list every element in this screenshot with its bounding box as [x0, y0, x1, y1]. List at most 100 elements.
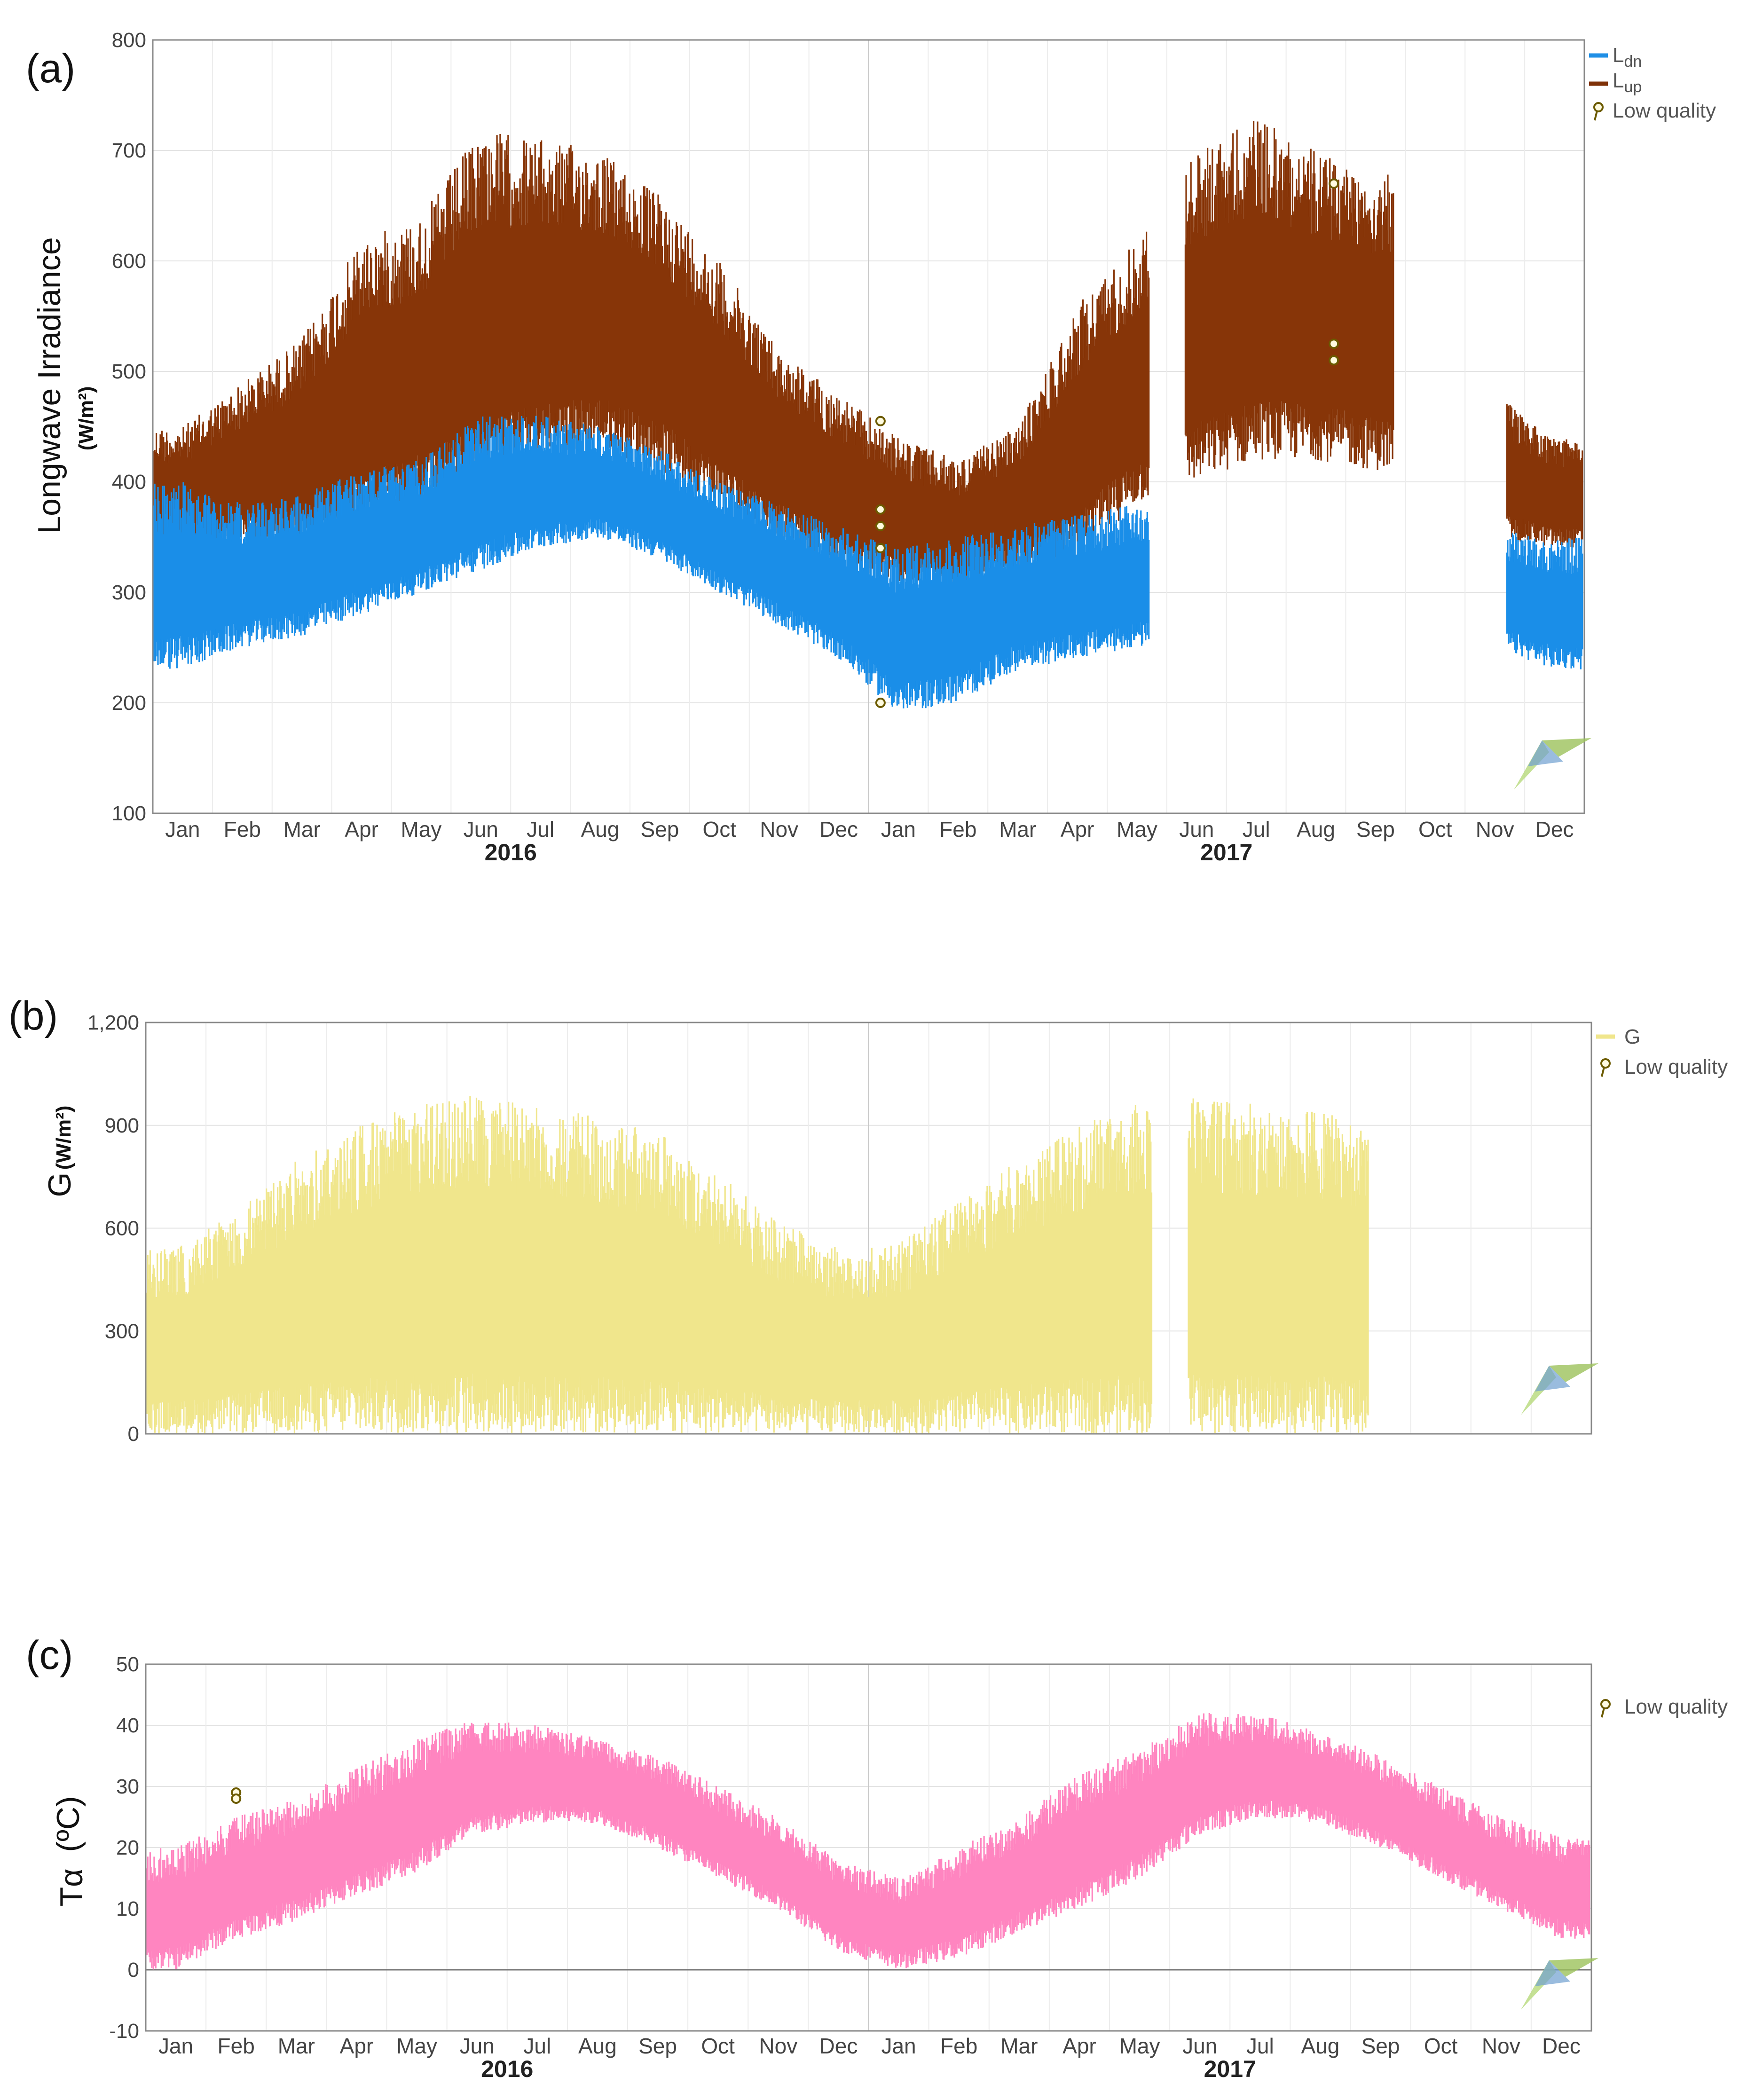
y-tick-label: 20	[116, 1836, 139, 1859]
y-tick-label: 700	[112, 139, 146, 162]
x-month-label: Dec	[819, 2034, 858, 2058]
x-month-label: Dec	[1535, 817, 1574, 842]
series-g	[146, 1096, 1369, 1434]
panel-a-xticks: Jan Feb Mar Apr May Jun Jul Aug Sep Oct Nov Dec Jan F…	[165, 817, 1574, 865]
x-month-label: Mar	[999, 817, 1036, 842]
x-month-label: Oct	[701, 2034, 735, 2058]
x-month-label: Oct	[1424, 2034, 1458, 2058]
panel-c-yticks: -10 0 10 20 30 40 50	[109, 1653, 139, 2043]
low-quality-marker	[1329, 355, 1339, 366]
low-quality-dot	[875, 416, 886, 426]
x-month-label: Sep	[1362, 2034, 1400, 2058]
x-month-label: Nov	[1482, 2034, 1520, 2058]
y-tick-label: 900	[105, 1114, 139, 1137]
low-quality-marker	[875, 504, 886, 515]
legend-ldn-label: Ldn	[1613, 44, 1642, 71]
panel-c-legend: Low quality	[1600, 1695, 1728, 1718]
x-month-label: Sep	[638, 2034, 677, 2058]
x-year-label: 2016	[485, 839, 537, 865]
panel-c: (c) -10 0 10 20 30 40 50 Jan Feb Mar Apr May Jun Jul…	[26, 1633, 1728, 2082]
low-quality-marker	[1329, 178, 1339, 189]
low-quality-dot	[1329, 178, 1339, 189]
y-tick-label: 400	[112, 471, 146, 494]
y-tick-label: -10	[109, 2020, 139, 2043]
x-month-label: Oct	[1418, 817, 1452, 842]
y-tick-label: 1,200	[87, 1011, 139, 1034]
x-month-label: Jul	[527, 817, 554, 842]
y-tick-label: 30	[116, 1775, 139, 1798]
low-quality-marker	[875, 698, 886, 708]
x-month-label: Apr	[345, 817, 378, 842]
legend-g-label: G	[1624, 1025, 1640, 1048]
legend-low-quality-label: Low quality	[1624, 1695, 1728, 1718]
legend-low-quality-icon	[1600, 1699, 1611, 1718]
y-tick-label: 300	[112, 581, 146, 604]
panel-b-legend: G Low quality	[1596, 1025, 1728, 1078]
panel-a-yunit: (W/m²)	[75, 386, 98, 451]
x-month-label: May	[396, 2034, 437, 2058]
x-month-label: Oct	[703, 817, 737, 842]
series-l-up	[153, 121, 1583, 591]
x-month-label: Aug	[578, 2034, 617, 2058]
low-quality-marker	[1329, 338, 1339, 349]
y-tick-label: 0	[128, 1423, 139, 1446]
panel-b-yunit: (W/m²)	[52, 1106, 75, 1170]
panel-b-plot	[146, 1096, 1369, 1434]
low-quality-dot	[875, 543, 886, 553]
panel-a-frame	[152, 39, 1585, 814]
panel-c-label: (c)	[26, 1633, 73, 1678]
panel-a-yticks: 100 200 300 400 500 600 700 800	[112, 29, 146, 825]
panel-b-label: (b)	[8, 993, 58, 1038]
x-month-label: Jun	[1179, 817, 1214, 842]
x-month-label: Aug	[1301, 2034, 1340, 2058]
x-month-label: Aug	[1297, 817, 1335, 842]
x-month-label: Feb	[218, 2034, 255, 2058]
legend-low-quality-label: Low quality	[1613, 99, 1716, 122]
x-month-label: Jun	[1182, 2034, 1217, 2058]
legend-low-quality-icon	[1600, 1058, 1611, 1077]
x-month-label: Apr	[340, 2034, 374, 2058]
panel-a-plot	[153, 121, 1583, 708]
panel-c-ylabel: Tα	[54, 1869, 89, 1907]
x-month-label: Dec	[1542, 2034, 1581, 2058]
low-quality-dot	[1329, 338, 1339, 349]
x-month-label: Jun	[460, 2034, 495, 2058]
y-tick-label: 800	[112, 29, 146, 52]
panel-a-legend: Ldn Lup Low quality	[1589, 44, 1716, 122]
low-quality-dot	[875, 521, 886, 531]
x-month-label: Apr	[1061, 817, 1094, 842]
x-month-label: Dec	[819, 817, 858, 842]
legend-low-quality-icon	[1593, 102, 1604, 121]
x-month-label: Jul	[1246, 2034, 1274, 2058]
series-t-	[146, 1713, 1590, 1970]
x-month-label: May	[401, 817, 441, 842]
x-month-label: May	[1117, 817, 1157, 842]
y-tick-label: 100	[112, 802, 146, 825]
x-month-label: Feb	[224, 817, 261, 842]
x-month-label: Aug	[581, 817, 620, 842]
y-tick-label: 200	[112, 692, 146, 715]
panel-c-xticks: Jan Feb Mar Apr May Jun Jul Aug Sep Oct Nov Dec Jan F…	[158, 2034, 1581, 2082]
y-tick-label: 0	[128, 1958, 139, 1982]
low-quality-marker	[231, 1793, 242, 1804]
low-quality-marker	[875, 416, 886, 426]
x-month-label: Jul	[1243, 817, 1270, 842]
y-tick-label: 600	[105, 1217, 139, 1240]
x-month-label: May	[1119, 2034, 1160, 2058]
watermark-logo-icon	[1521, 1958, 1598, 2010]
y-tick-label: 300	[105, 1320, 139, 1343]
x-month-label: Nov	[759, 2034, 797, 2058]
x-month-label: Jun	[464, 817, 498, 842]
watermark-logo-icon	[1521, 1363, 1598, 1415]
panel-b-ylabel: G	[42, 1172, 78, 1197]
y-tick-label: 600	[112, 250, 146, 273]
x-month-label: Sep	[1356, 817, 1395, 842]
low-quality-dot	[1329, 355, 1339, 366]
panel-a-ylabel: Longwave Irradiance	[31, 237, 67, 534]
x-year-label: 2017	[1204, 2056, 1256, 2082]
x-year-label: 2017	[1200, 839, 1252, 865]
panel-c-frame	[145, 1663, 1592, 2032]
x-month-label: Jan	[158, 2034, 193, 2058]
x-month-label: Nov	[1476, 817, 1514, 842]
